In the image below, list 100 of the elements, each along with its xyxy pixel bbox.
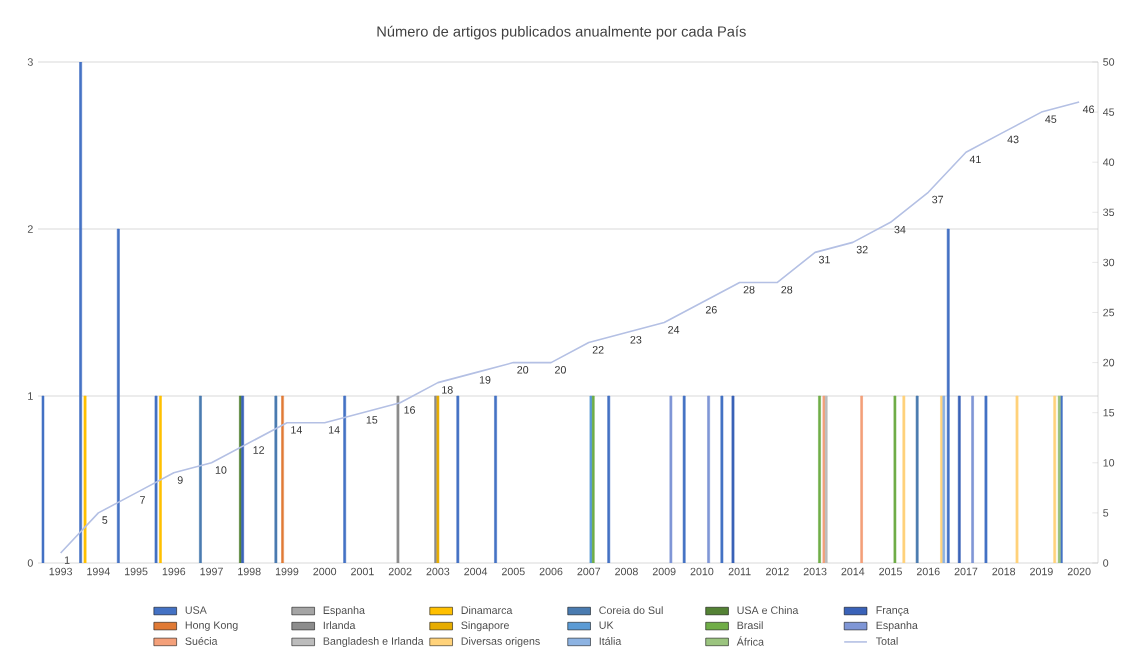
- data-label: 20: [555, 366, 566, 374]
- x-tick-label: 2006: [539, 567, 563, 576]
- bar: [860, 395, 864, 563]
- data-label: 1: [64, 556, 70, 564]
- y2-tick-label: 0: [1103, 559, 1109, 567]
- x-tick-label: 2004: [464, 567, 488, 576]
- bar: [669, 395, 673, 563]
- x-tick-label: 2003: [426, 567, 450, 576]
- data-label: 16: [404, 406, 415, 414]
- x-tick-label: 2001: [351, 567, 374, 576]
- y2-tick-label: 5: [1103, 509, 1109, 517]
- legend-label: Hong Kong: [185, 621, 238, 631]
- x-tick-label: 2000: [313, 567, 337, 576]
- legend-label: França: [876, 606, 909, 616]
- x-tick-label: 2020: [1067, 567, 1091, 576]
- bar: [707, 395, 710, 563]
- x-tick-label: 2015: [879, 567, 902, 576]
- legend-label: Diversas origens: [461, 637, 540, 647]
- y2-tick-label: 15: [1103, 408, 1115, 417]
- legend-label: África: [736, 636, 764, 646]
- y-tick-label: 3: [27, 58, 33, 66]
- legend-label: Irlanda: [323, 621, 356, 630]
- data-label: 14: [291, 426, 302, 434]
- x-tick-label: 2007: [577, 567, 601, 576]
- data-label: 28: [743, 285, 755, 294]
- legend-label: Brasil: [737, 621, 763, 630]
- data-label: 34: [894, 225, 906, 234]
- data-label: 26: [705, 305, 717, 314]
- x-tick-label: 1994: [87, 567, 110, 576]
- bar: [83, 395, 87, 563]
- x-tick-label: 2005: [501, 567, 525, 576]
- data-label: 9: [177, 476, 183, 484]
- data-label: 19: [479, 376, 491, 384]
- x-tick-label: 2010: [690, 567, 714, 576]
- data-label: 24: [668, 325, 680, 334]
- bar: [396, 395, 400, 563]
- y2-tick-label: 50: [1103, 58, 1115, 66]
- bar: [199, 395, 202, 563]
- data-label: 46: [1082, 105, 1094, 114]
- y2-tick-label: 20: [1103, 358, 1115, 367]
- legend-label: Singapore: [461, 621, 509, 632]
- x-tick-label: 1996: [162, 567, 186, 576]
- data-label: 12: [253, 446, 265, 454]
- x-tick-label: 2011: [728, 567, 751, 576]
- y2-tick-label: 35: [1103, 208, 1115, 217]
- legend-label: Dinamarca: [461, 606, 513, 615]
- data-label: 32: [856, 245, 868, 254]
- x-tick-label: 1998: [238, 567, 261, 576]
- data-label: 5: [102, 516, 108, 524]
- legend-label: Suécia: [185, 636, 218, 645]
- legend-label: Total: [875, 637, 898, 645]
- bar: [818, 395, 821, 563]
- data-label: 7: [140, 496, 145, 504]
- data-label: 22: [592, 346, 604, 354]
- y-tick-label: 2: [27, 225, 33, 233]
- data-label: 15: [366, 416, 378, 424]
- data-label: 28: [781, 285, 793, 294]
- legend-label: Espanha: [323, 606, 365, 617]
- x-tick-label: 2009: [652, 567, 676, 576]
- data-label: 45: [1045, 115, 1057, 124]
- y2-tick-label: 25: [1103, 308, 1115, 317]
- bar: [893, 395, 897, 563]
- y-tick-label: 1: [28, 392, 33, 400]
- bar: [971, 395, 975, 563]
- legend-label: Espanha: [876, 621, 918, 632]
- legend-label: USA: [185, 606, 207, 614]
- data-label: 23: [630, 336, 642, 344]
- legend-label: Coreia do Sul: [599, 606, 663, 615]
- x-tick-label: 2018: [992, 567, 1016, 576]
- data-label: 37: [932, 195, 944, 204]
- y2-tick-label: 45: [1102, 108, 1115, 116]
- data-label: 31: [818, 255, 830, 264]
- x-tick-label: 1993: [49, 567, 73, 576]
- x-tick-label: 1999: [275, 567, 299, 576]
- data-label: 18: [442, 386, 453, 394]
- data-label: 41: [969, 155, 981, 163]
- x-tick-label: 2016: [916, 567, 940, 576]
- x-tick-label: 2014: [841, 567, 865, 576]
- bar: [274, 395, 278, 563]
- legend-label: USA e China: [737, 606, 799, 615]
- data-label: 20: [517, 366, 529, 374]
- legend-label: Bangladesh e Irlanda: [323, 637, 424, 647]
- legend-label: UK: [599, 621, 614, 629]
- bar: [731, 395, 735, 563]
- legend-label: Itália: [599, 636, 622, 645]
- x-tick-label: 2013: [803, 567, 827, 576]
- y2-tick-label: 30: [1103, 258, 1115, 267]
- bar: [915, 395, 919, 563]
- x-tick-label: 1995: [125, 567, 148, 576]
- x-tick-label: 2017: [954, 567, 978, 576]
- x-tick-label: 2012: [766, 567, 789, 576]
- x-tick-label: 2002: [388, 567, 412, 576]
- x-tick-label: 2019: [1030, 567, 1053, 576]
- x-tick-label: 2008: [615, 567, 638, 576]
- y-tick-label: 0: [27, 559, 33, 567]
- data-label: 43: [1007, 135, 1019, 144]
- data-label: 14: [328, 426, 340, 434]
- x-tick-label: 1997: [200, 567, 223, 576]
- y2-tick-label: 40: [1102, 158, 1115, 166]
- y2-tick-label: 10: [1103, 459, 1115, 467]
